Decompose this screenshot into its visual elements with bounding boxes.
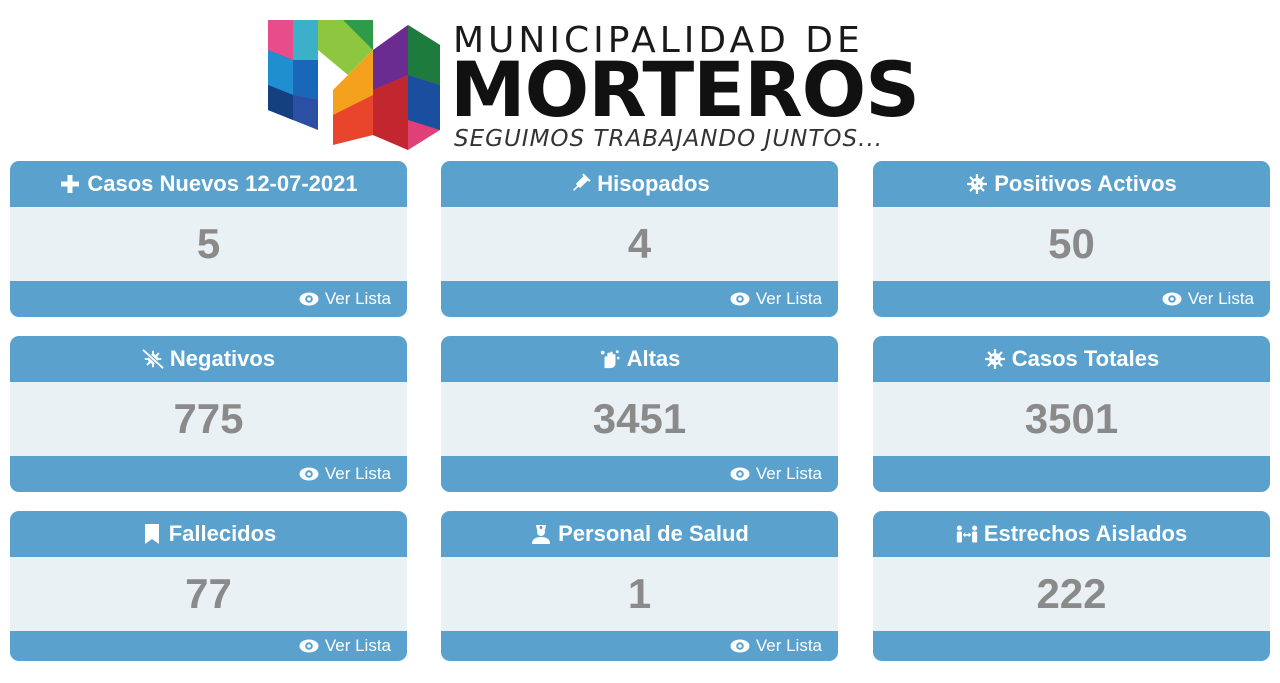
logo-tagline: SEGUIMOS TRABAJANDO JUNTOS...	[454, 126, 884, 152]
ver-lista-link[interactable]: Ver Lista	[441, 631, 838, 661]
people-arrows-icon	[956, 523, 978, 545]
card-value: 3451	[441, 382, 838, 456]
card-title: Negativos	[169, 346, 276, 371]
plus-icon	[59, 173, 81, 195]
card-footer	[873, 631, 1270, 661]
eye-icon	[299, 467, 319, 481]
ver-lista-label: Ver Lista	[755, 464, 822, 483]
ver-lista-label: Ver Lista	[755, 289, 822, 308]
syringe-icon	[569, 173, 591, 195]
municipality-logo: MUNICIPALIDAD DE MORTEROS SEGUIMOS TRABA…	[268, 20, 920, 155]
card-estrechos-aislados: Estrechos Aislados 222	[873, 511, 1270, 661]
card-title: Fallecidos	[168, 521, 277, 546]
card-title: Casos Nuevos 12-07-2021	[87, 171, 358, 196]
eye-icon	[1162, 292, 1182, 306]
logo-line2: MORTEROS	[450, 45, 920, 134]
card-value: 1	[441, 557, 838, 631]
card-title: Positivos Activos	[994, 171, 1177, 196]
card-casos-nuevos: Casos Nuevos 12-07-2021 5 Ver Lista	[10, 161, 407, 317]
ver-lista-link[interactable]: Ver Lista	[873, 281, 1270, 317]
eye-icon	[730, 467, 750, 481]
ver-lista-link[interactable]: Ver Lista	[441, 281, 838, 317]
ver-lista-link[interactable]: Ver Lista	[10, 631, 407, 661]
card-value: 50	[873, 207, 1270, 281]
ver-lista-label: Ver Lista	[755, 636, 822, 655]
card-value: 222	[873, 557, 1270, 631]
virus-slash-icon	[141, 348, 164, 370]
logo-m-mark	[268, 20, 440, 150]
card-fallecidos: Fallecidos 77 Ver Lista	[10, 511, 407, 661]
ver-lista-link[interactable]: Ver Lista	[10, 456, 407, 492]
virus-icon	[984, 348, 1006, 370]
card-value: 3501	[873, 382, 1270, 456]
card-title: Personal de Salud	[558, 521, 749, 546]
eye-icon	[299, 639, 319, 653]
card-personal-salud: Personal de Salud 1 Ver Lista	[441, 511, 838, 661]
eye-icon	[730, 639, 750, 653]
ver-lista-label: Ver Lista	[324, 464, 391, 483]
ver-lista-label: Ver Lista	[1187, 289, 1254, 308]
virus-icon	[966, 173, 988, 195]
card-footer	[873, 456, 1270, 492]
card-value: 4	[441, 207, 838, 281]
logo-line1: MUNICIPALIDAD DE	[453, 20, 864, 61]
bookmark-icon	[141, 523, 163, 545]
card-value: 5	[10, 207, 407, 281]
ver-lista-link[interactable]: Ver Lista	[441, 456, 838, 492]
card-title: Estrechos Aislados	[983, 521, 1188, 546]
card-title: Casos Totales	[1011, 346, 1160, 371]
card-value: 775	[10, 382, 407, 456]
ver-lista-label: Ver Lista	[324, 289, 391, 308]
user-nurse-icon	[530, 523, 552, 545]
card-value: 77	[10, 557, 407, 631]
card-negativos: Negativos 775 Ver Lista	[10, 336, 407, 492]
ver-lista-label: Ver Lista	[324, 636, 391, 655]
hands-wash-icon	[599, 348, 621, 370]
ver-lista-link[interactable]: Ver Lista	[10, 281, 407, 317]
card-hisopados: Hisopados 4 Ver Lista	[441, 161, 838, 317]
card-casos-totales: Casos Totales 3501	[873, 336, 1270, 492]
eye-icon	[730, 292, 750, 306]
card-positivos-activos: Positivos Activos 50 Ver Lista	[873, 161, 1270, 317]
card-altas: Altas 3451 Ver Lista	[441, 336, 838, 492]
eye-icon	[299, 292, 319, 306]
card-title: Hisopados	[597, 171, 710, 196]
card-title: Altas	[626, 346, 681, 371]
